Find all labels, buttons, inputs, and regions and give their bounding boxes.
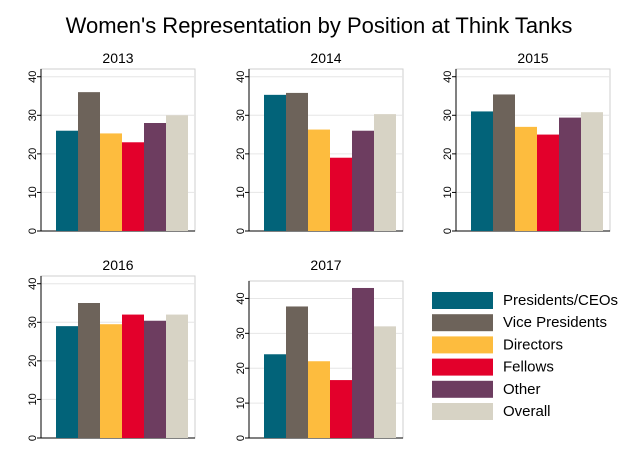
y-tick-label: 30 <box>442 109 454 121</box>
y-tick-label: 0 <box>27 435 39 441</box>
legend-swatch <box>432 403 493 420</box>
legend: Presidents/CEOs Vice Presidents Directors F… <box>432 292 618 420</box>
bar-2014-overall <box>374 114 396 231</box>
bar-2016-vice-presidents <box>78 303 100 438</box>
y-tick-label: 20 <box>27 355 39 367</box>
y-tick-label: 40 <box>235 292 247 304</box>
panels: 0102030402013010203040201401020304020150… <box>27 50 611 441</box>
y-tick-label: 20 <box>442 148 454 160</box>
bar-2014-vice-presidents <box>286 92 308 232</box>
legend-label: Directors <box>503 336 563 353</box>
y-tick-label: 10 <box>27 393 39 405</box>
bar-2017-presidents-ceos <box>264 354 286 438</box>
panel-2013: 0 10 20 30 40 2013 <box>27 50 196 234</box>
panel-2016: 0 10 20 30 40 2016 <box>27 257 196 441</box>
y-tick-label: 10 <box>235 186 247 198</box>
y-tick-label: 20 <box>27 148 39 160</box>
panel-label: 2017 <box>310 257 341 273</box>
bar-2014-fellows <box>330 157 352 231</box>
legend-label: Overall <box>503 403 551 420</box>
bar-2013-overall <box>166 115 188 231</box>
bar-2017-vice-presidents <box>286 306 308 438</box>
bar-2016-presidents-ceos <box>56 326 78 438</box>
y-tick-label: 40 <box>442 71 454 83</box>
y-tick-label: 30 <box>27 316 39 328</box>
y-tick-label: 30 <box>235 109 247 121</box>
panel-label: 2016 <box>102 257 133 273</box>
bar-2013-vice-presidents <box>78 92 100 232</box>
legend-label: Fellows <box>503 359 554 376</box>
y-tick-label: 30 <box>27 109 39 121</box>
bar-2017-overall <box>374 326 396 438</box>
chart-title: Women's Representation by Position at Th… <box>66 13 573 38</box>
bar-2015-vice-presidents <box>493 94 515 231</box>
bar-2013-presidents-ceos <box>56 130 78 231</box>
bar-2017-other <box>352 287 374 438</box>
panel-2017: 0 10 20 30 40 2017 <box>235 257 404 441</box>
bar-2013-directors <box>100 133 122 231</box>
legend-swatch <box>432 358 493 376</box>
panel-label: 2013 <box>102 50 133 66</box>
bar-2015-directors <box>515 126 537 231</box>
panel-2014: 0 10 20 30 40 2014 <box>235 50 404 234</box>
legend-swatch <box>432 380 493 398</box>
y-tick-label: 0 <box>235 228 247 234</box>
legend-swatch <box>432 336 493 354</box>
y-tick-label: 40 <box>27 71 39 83</box>
y-tick-label: 40 <box>235 71 247 83</box>
panel-label: 2014 <box>310 50 341 66</box>
y-tick-label: 40 <box>27 278 39 290</box>
bar-2013-other <box>144 123 166 231</box>
y-tick-label: 0 <box>442 228 454 234</box>
y-tick-label: 20 <box>235 362 247 374</box>
legend-swatch <box>432 292 493 309</box>
y-tick-label: 10 <box>235 397 247 409</box>
y-tick-label: 20 <box>235 148 247 160</box>
bar-2016-directors <box>100 324 122 438</box>
bar-2017-directors <box>308 361 330 438</box>
bar-2015-fellows <box>537 134 559 231</box>
legend-label: Other <box>503 381 541 398</box>
bar-2015-overall <box>581 112 603 231</box>
legend-label: Vice Presidents <box>503 314 607 331</box>
y-tick-label: 30 <box>235 327 247 339</box>
panel-label: 2015 <box>517 50 548 66</box>
legend-swatch <box>432 314 493 332</box>
bar-2017-fellows <box>330 380 352 438</box>
bar-2014-presidents-ceos <box>264 94 286 231</box>
bar-2016-fellows <box>122 314 144 438</box>
panel-2015: 0 10 20 30 40 2015 <box>442 50 611 234</box>
bar-2015-other <box>559 117 581 231</box>
bar-2016-other <box>144 320 166 438</box>
bar-2013-fellows <box>122 142 144 231</box>
y-tick-label: 0 <box>27 228 39 234</box>
bar-2015-presidents-ceos <box>471 111 493 231</box>
legend-label: Presidents/CEOs <box>503 292 618 309</box>
y-tick-label: 10 <box>442 186 454 198</box>
y-tick-label: 0 <box>235 435 247 441</box>
y-tick-label: 10 <box>27 186 39 198</box>
bar-2016-overall <box>166 314 188 438</box>
bar-2014-directors <box>308 129 330 231</box>
bar-2014-other <box>352 130 374 231</box>
